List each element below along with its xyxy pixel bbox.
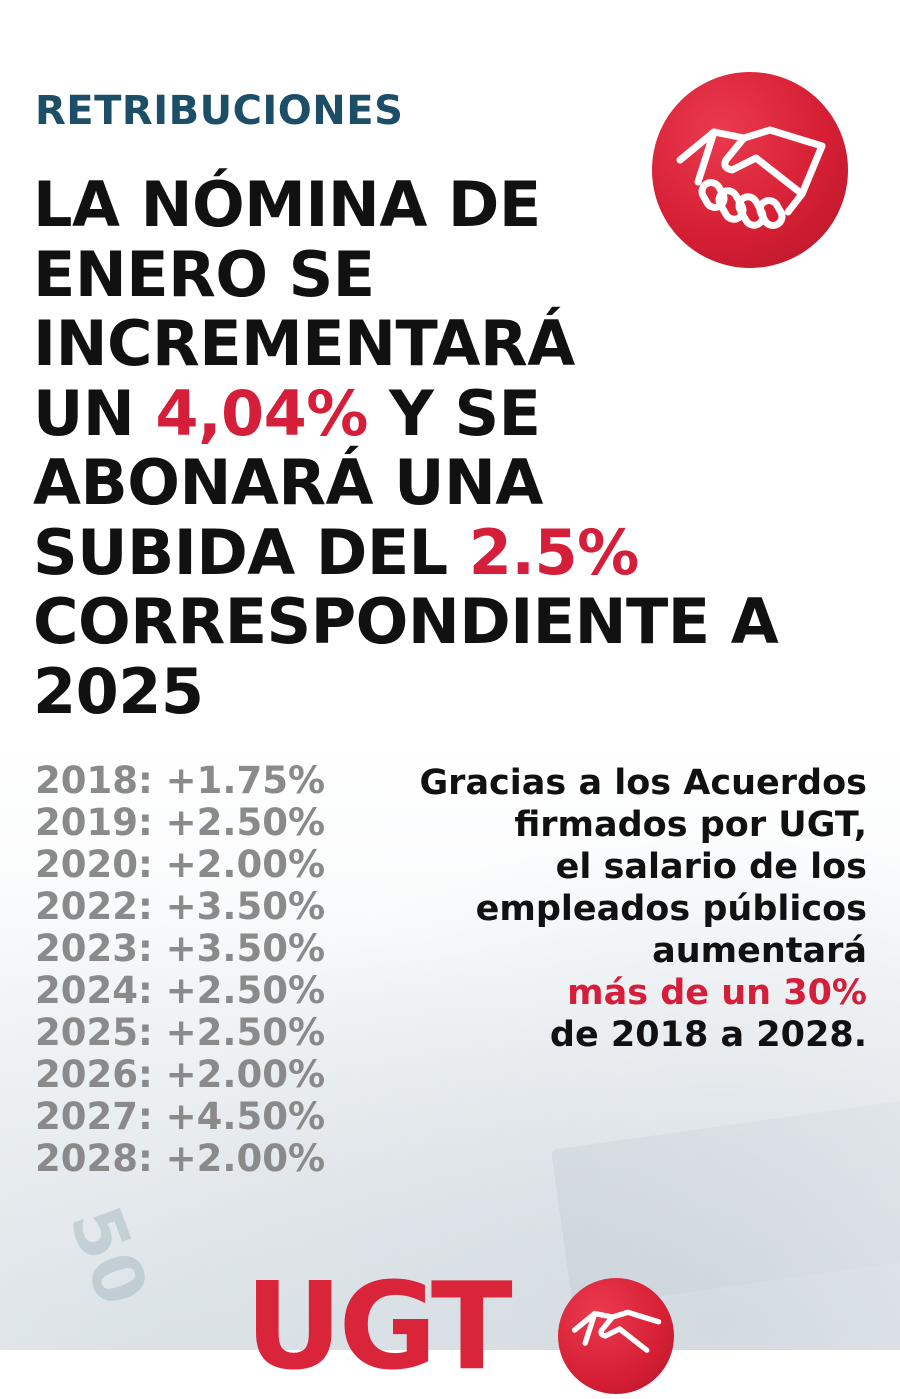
headline-line: LA NÓMINA DE bbox=[33, 168, 541, 241]
increment-item: 2022: +3.50% bbox=[35, 885, 326, 928]
headline-text: UN bbox=[33, 376, 156, 450]
summary-line: Gracias a los Acuerdos bbox=[419, 763, 867, 803]
headline: LA NÓMINA DE ENERO SE INCREMENTARÁ UN 4,… bbox=[33, 170, 873, 726]
headline-highlight: 4,04% bbox=[155, 376, 368, 450]
headline-line: 2025 bbox=[33, 654, 204, 728]
increment-item: 2018: +1.75% bbox=[35, 759, 326, 802]
headline-line: UN 4,04% Y SE bbox=[33, 376, 873, 450]
headline-line: CORRESPONDIENTE A bbox=[33, 585, 779, 658]
summary-line: de 2018 a 2028. bbox=[549, 1015, 867, 1055]
increment-item: 2024: +2.50% bbox=[35, 969, 326, 1012]
increment-item: 2023: +3.50% bbox=[35, 927, 326, 970]
headline-line: ENERO SE bbox=[33, 237, 375, 311]
banknotes-background bbox=[0, 740, 900, 1350]
yearly-increments-list: 2018: +1.75% 2019: +2.50% 2020: +2.00% 2… bbox=[35, 760, 325, 1180]
headline-line: ABONARÁ UNA bbox=[33, 446, 543, 519]
summary-line: aumentará bbox=[652, 931, 867, 971]
increment-item: 2020: +2.00% bbox=[35, 843, 326, 886]
ugt-logo-circle bbox=[558, 1278, 674, 1394]
handshake-icon bbox=[676, 126, 826, 229]
summary-line: firmados por UGT, bbox=[514, 805, 867, 845]
increment-item: 2025: +2.50% bbox=[35, 1011, 326, 1054]
agreement-summary: Gracias a los Acuerdos firmados por UGT,… bbox=[347, 762, 867, 1056]
ugt-wordmark: UGT bbox=[245, 1258, 513, 1397]
headline-text: SUBIDA DEL bbox=[33, 515, 469, 589]
increment-item: 2027: +4.50% bbox=[35, 1095, 326, 1138]
increment-item: 2026: +2.00% bbox=[35, 1053, 326, 1096]
headline-line: SUBIDA DEL 2.5% bbox=[33, 515, 873, 589]
summary-highlight: más de un 30% bbox=[567, 973, 867, 1013]
section-label: RETRIBUCIONES bbox=[35, 88, 404, 134]
summary-line: el salario de los bbox=[555, 847, 867, 887]
summary-line: empleados públicos bbox=[475, 889, 867, 929]
headline-text: Y SE bbox=[367, 376, 541, 450]
handshake-icon bbox=[571, 1309, 662, 1353]
headline-line: INCREMENTARÁ bbox=[33, 307, 575, 380]
handshake-logo bbox=[652, 72, 848, 268]
increment-item: 2019: +2.50% bbox=[35, 801, 326, 844]
increment-item: 2028: +2.00% bbox=[35, 1137, 326, 1180]
headline-highlight: 2.5% bbox=[468, 515, 639, 589]
